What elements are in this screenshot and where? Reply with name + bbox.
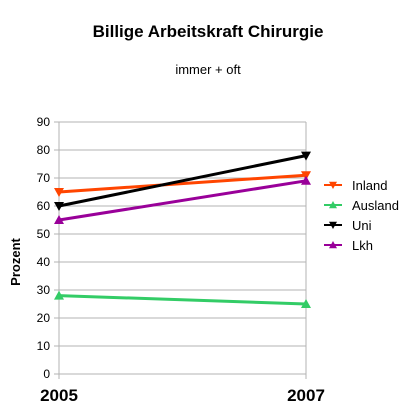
data-point-uni [301, 151, 311, 161]
gridlines [54, 121, 306, 375]
y-tick-label: 40 [37, 255, 51, 269]
data-point-uni [54, 202, 64, 211]
y-tick-label: 50 [37, 227, 51, 241]
series-line-inland [58, 173, 307, 194]
x-tick-label: 2007 [287, 386, 325, 405]
y-tick-labels: 0 10 20 30 40 50 60 70 80 90 [37, 115, 51, 381]
chart-subtitle: immer + oft [175, 62, 241, 77]
legend-label: Lkh [352, 238, 373, 253]
x-tick-label: 2005 [40, 386, 78, 405]
y-tick-label: 70 [37, 171, 51, 185]
legend-marker [329, 181, 337, 189]
data-point-inland [301, 171, 311, 181]
chart-title: Billige Arbeitskraft Chirurgie [93, 22, 324, 41]
series-line-ausland [58, 294, 307, 306]
y-axis-label: Prozent [8, 237, 23, 285]
series-line-lkh [58, 179, 307, 222]
data-point-lkh [301, 175, 311, 185]
data-point-ausland [301, 299, 311, 308]
legend-label: Ausland [352, 198, 399, 213]
legend: Inland Ausland Uni Lkh [324, 178, 399, 253]
data-point-inland [54, 188, 64, 197]
y-tick-label: 90 [37, 115, 51, 129]
x-tick-labels: 2005 2007 [40, 386, 325, 405]
legend-marker [329, 241, 337, 249]
series-line-uni [58, 154, 307, 208]
legend-label: Uni [352, 218, 372, 233]
data-point-lkh [54, 215, 64, 224]
y-tick-label: 20 [37, 311, 51, 325]
y-tick-label: 10 [37, 339, 51, 353]
legend-label: Inland [352, 178, 387, 193]
y-tick-label: 80 [37, 143, 51, 157]
y-tick-label: 60 [37, 199, 51, 213]
data-point-ausland [54, 290, 64, 300]
axes [58, 122, 307, 379]
y-tick-label: 30 [37, 283, 51, 297]
legend-marker [329, 201, 337, 209]
y-tick-label: 0 [43, 367, 50, 381]
series-group [54, 151, 311, 308]
legend-marker [329, 221, 337, 229]
